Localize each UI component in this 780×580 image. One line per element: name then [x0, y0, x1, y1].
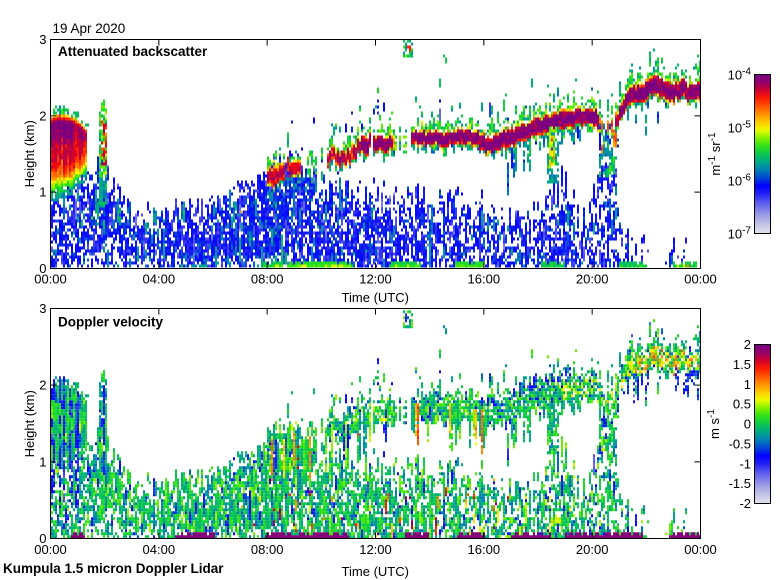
- svg-text:-1: -1: [739, 456, 751, 471]
- svg-text:0: 0: [39, 531, 46, 546]
- svg-text:08:00: 08:00: [251, 542, 284, 557]
- svg-text:20:00: 20:00: [576, 272, 609, 287]
- svg-text:04:00: 04:00: [143, 542, 176, 557]
- svg-text:00:00: 00:00: [34, 272, 67, 287]
- svg-text:-1.5: -1.5: [729, 476, 751, 491]
- svg-text:12:00: 12:00: [359, 272, 392, 287]
- svg-text:Doppler velocity: Doppler velocity: [58, 315, 164, 330]
- svg-text:1: 1: [39, 185, 46, 200]
- svg-text:1.5: 1.5: [733, 357, 751, 372]
- svg-text:Kumpula 1.5 micron Doppler Lid: Kumpula 1.5 micron Doppler Lidar: [3, 561, 224, 576]
- svg-text:0: 0: [744, 417, 751, 432]
- svg-text:0: 0: [39, 261, 46, 276]
- svg-text:16:00: 16:00: [468, 272, 501, 287]
- svg-text:3: 3: [39, 32, 46, 47]
- svg-text:-2: -2: [739, 496, 751, 511]
- svg-text:Time (UTC): Time (UTC): [342, 564, 409, 579]
- svg-text:00:00: 00:00: [34, 542, 67, 557]
- svg-text:04:00: 04:00: [143, 272, 176, 287]
- svg-text:20:00: 20:00: [576, 542, 609, 557]
- svg-text:0.5: 0.5: [733, 397, 751, 412]
- svg-text:3: 3: [39, 301, 46, 316]
- svg-text:2: 2: [39, 378, 46, 393]
- svg-text:1: 1: [744, 377, 751, 392]
- svg-text:00:00: 00:00: [684, 272, 717, 287]
- svg-text:08:00: 08:00: [251, 272, 284, 287]
- svg-text:19 Apr 2020: 19 Apr 2020: [53, 21, 126, 36]
- svg-text:16:00: 16:00: [468, 542, 501, 557]
- svg-text:2: 2: [744, 337, 751, 352]
- svg-text:Time (UTC): Time (UTC): [342, 290, 409, 305]
- svg-text:-0.5: -0.5: [729, 436, 751, 451]
- svg-text:Height (km): Height (km): [22, 120, 37, 187]
- svg-text:2: 2: [39, 108, 46, 123]
- svg-text:Height (km): Height (km): [22, 390, 37, 457]
- svg-text:00:00: 00:00: [684, 542, 717, 557]
- svg-text:1: 1: [39, 454, 46, 469]
- svg-text:12:00: 12:00: [359, 542, 392, 557]
- svg-text:Attenuated backscatter: Attenuated backscatter: [58, 44, 208, 59]
